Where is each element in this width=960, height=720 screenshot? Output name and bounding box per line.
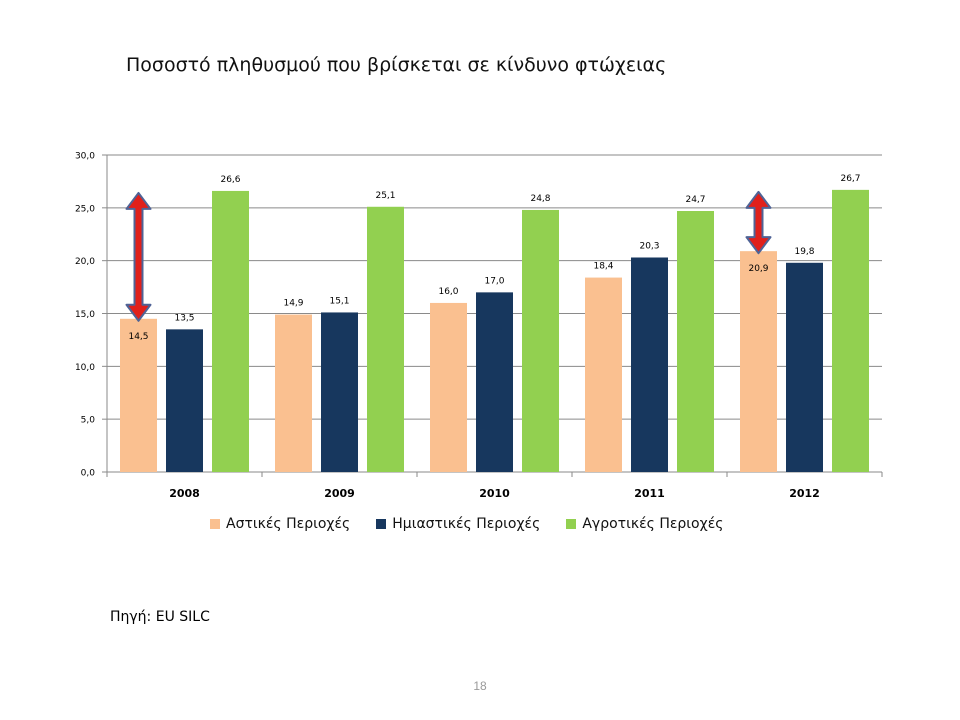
y-tick-label: 25,0 — [75, 204, 95, 214]
bar — [120, 318, 157, 472]
bar — [212, 190, 249, 472]
data-label: 14,5 — [128, 332, 148, 342]
page-number: 18 — [473, 679, 487, 693]
bar — [522, 209, 559, 473]
y-tick-label: 20,0 — [75, 257, 95, 267]
legend-swatch-urban — [210, 519, 220, 529]
x-category-label: 2008 — [169, 487, 200, 500]
bar — [740, 251, 777, 472]
data-label: 20,3 — [639, 241, 659, 251]
data-label: 15,1 — [329, 296, 349, 306]
legend-item-urban: Αστικές Περιοχές — [210, 516, 350, 532]
y-tick-label: 30,0 — [75, 152, 95, 162]
data-label: 24,7 — [685, 195, 705, 205]
bar — [786, 262, 823, 472]
data-label: 25,1 — [375, 191, 395, 201]
y-tick-label: 15,0 — [75, 310, 95, 320]
x-category-label: 2010 — [479, 487, 510, 500]
bar — [677, 211, 714, 472]
x-category-label: 2009 — [324, 487, 355, 500]
legend-swatch-semi-urban — [376, 519, 387, 529]
bar — [631, 257, 668, 472]
bar — [367, 206, 404, 472]
x-category-label: 2012 — [789, 487, 820, 500]
legend-swatch-rural — [566, 519, 577, 529]
double-arrow — [125, 191, 152, 322]
data-label: 20,9 — [748, 264, 768, 274]
legend: Αστικές Περιοχές Ημιαστικές Περιοχές Αγρ… — [210, 516, 723, 532]
y-tick-label: 0,0 — [81, 469, 96, 479]
data-label: 14,9 — [283, 299, 303, 309]
bar — [430, 302, 467, 472]
data-label: 13,5 — [174, 313, 194, 323]
data-label: 18,4 — [593, 262, 613, 272]
data-label: 17,0 — [484, 276, 504, 286]
bar — [166, 329, 203, 472]
y-tick-label: 5,0 — [81, 416, 96, 426]
legend-label-urban: Αστικές Περιοχές — [226, 516, 351, 532]
bar — [275, 314, 312, 472]
bar — [476, 292, 513, 472]
legend-item-rural: Αγροτικές Περιοχές — [566, 516, 723, 532]
y-tick-label: 10,0 — [75, 363, 95, 373]
bar — [321, 312, 358, 472]
data-label: 26,7 — [840, 174, 860, 184]
x-category-label: 2011 — [634, 487, 665, 500]
source-note: Πηγή: EU SILC — [110, 609, 210, 625]
bar — [585, 277, 622, 472]
data-label: 16,0 — [438, 287, 458, 297]
legend-label-semi-urban: Ημιαστικές Περιοχές — [392, 516, 541, 532]
legend-label-rural: Αγροτικές Περιοχές — [582, 516, 724, 532]
data-label: 26,6 — [220, 175, 240, 185]
slide-title: Ποσοστό πληθυσμού που βρίσκεται σε κίνδυ… — [126, 54, 667, 76]
data-label: 24,8 — [530, 194, 550, 204]
double-arrow — [745, 190, 772, 255]
legend-item-semi-urban: Ημιαστικές Περιοχές — [376, 516, 540, 532]
bar — [832, 189, 869, 472]
data-label: 19,8 — [794, 247, 814, 257]
